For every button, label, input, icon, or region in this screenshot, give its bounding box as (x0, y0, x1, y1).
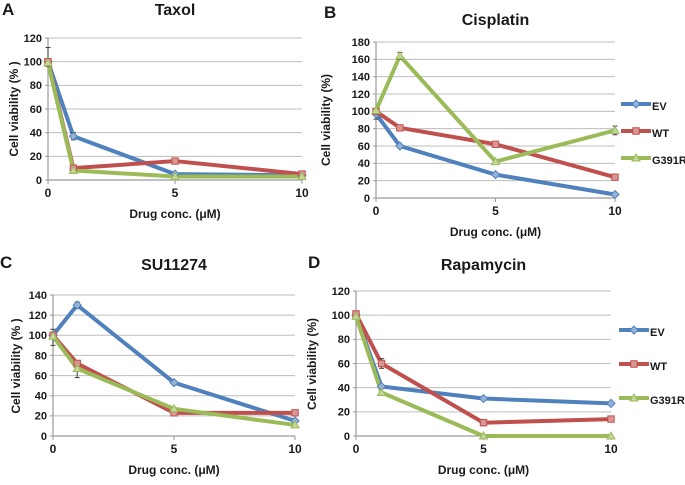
x-axis-label: Drug conc. (μM) (129, 207, 221, 221)
svg-text:5: 5 (480, 442, 487, 456)
svg-text:0: 0 (373, 204, 380, 218)
chart-title-cisplatin: Cisplatin (461, 12, 530, 29)
legend-item-wt: WT (620, 124, 685, 143)
svg-text:0: 0 (36, 175, 42, 187)
panel-label-c: C (0, 253, 13, 272)
legend-marker-g391r-icon (620, 151, 652, 170)
legend-item-wt: WT (618, 357, 685, 376)
legend-label-wt: WT (650, 360, 668, 373)
svg-text:20: 20 (338, 407, 350, 419)
svg-text:120: 120 (24, 33, 42, 45)
legend-item-g391r: G391R (618, 391, 685, 410)
legend-marker-wt-icon (618, 357, 650, 376)
legend: EV WT G391R (618, 323, 685, 425)
legend-label-ev: EV (652, 100, 667, 113)
svg-text:80: 80 (358, 124, 370, 136)
x-axis-label: Drug conc. (μM) (437, 463, 530, 477)
chart-title-rapamycin: Rapamycin (440, 257, 527, 274)
panel-label-d: D (308, 253, 321, 272)
svg-text:120: 120 (332, 286, 350, 298)
plot-area-taxol: 0 20 40 60 80 100 120 0 5 10 (24, 33, 309, 200)
chart-title-su11274: SU11274 (141, 257, 207, 274)
svg-text:0: 0 (41, 431, 47, 443)
x-axis-label: Drug conc. (μM) (449, 225, 542, 239)
legend-label-ev: EV (650, 326, 665, 339)
svg-text:100: 100 (352, 106, 370, 118)
panel-cisplatin: B Cisplatin Cell viability (%) Drug conc… (318, 0, 685, 243)
plot-area-rapamycin: 0 20 40 60 80 100 120 0 5 10 (332, 286, 618, 456)
y-axis-label: Cell viability (%) (305, 317, 319, 410)
svg-text:0: 0 (353, 442, 360, 456)
svg-text:20: 20 (30, 151, 42, 163)
panel-su11274: C SU11274 Cell viability (% ) Drug conc.… (0, 243, 318, 485)
svg-text:180: 180 (352, 37, 370, 49)
legend-item-ev: EV (620, 97, 685, 116)
svg-text:5: 5 (492, 204, 499, 218)
svg-text:40: 40 (358, 158, 370, 170)
legend-label-g391r: G391R (652, 154, 685, 167)
svg-text:60: 60 (358, 141, 370, 153)
legend-item-g391r: G391R (620, 151, 685, 170)
svg-text:0: 0 (344, 431, 350, 443)
svg-text:60: 60 (30, 104, 42, 116)
chart-title-taxol: Taxol (154, 2, 196, 19)
plot-area-cisplatin: 0 20 40 60 80 100 120 140 160 180 0 5 10 (352, 37, 622, 218)
panel-taxol: A Taxol Cell viability (% ) Drug conc. (… (0, 0, 318, 243)
svg-text:100: 100 (24, 57, 42, 69)
svg-text:60: 60 (35, 370, 47, 382)
svg-text:0: 0 (50, 442, 57, 456)
legend-label-wt: WT (652, 127, 670, 140)
legend-item-ev: EV (618, 323, 685, 342)
legend-marker-wt-icon (620, 124, 652, 143)
svg-text:10: 10 (608, 204, 622, 218)
svg-text:160: 160 (352, 54, 370, 66)
legend-marker-g391r-icon (618, 391, 650, 410)
svg-text:0: 0 (364, 193, 370, 205)
panel-label-b: B (324, 3, 337, 22)
svg-text:20: 20 (35, 411, 47, 423)
svg-text:140: 140 (29, 290, 47, 302)
svg-text:100: 100 (332, 310, 350, 322)
svg-text:40: 40 (338, 383, 350, 395)
x-axis-label: Drug conc. (μM) (128, 463, 220, 477)
svg-text:20: 20 (358, 176, 370, 188)
svg-text:10: 10 (295, 186, 309, 200)
svg-text:120: 120 (352, 89, 370, 101)
panel-label-a: A (2, 0, 15, 19)
svg-text:80: 80 (338, 334, 350, 346)
svg-text:120: 120 (29, 310, 47, 322)
svg-text:0: 0 (45, 186, 52, 200)
svg-text:40: 40 (35, 391, 47, 403)
svg-text:140: 140 (352, 72, 370, 84)
svg-text:10: 10 (604, 442, 618, 456)
svg-text:40: 40 (30, 128, 42, 140)
svg-text:80: 80 (30, 80, 42, 92)
panel-rapamycin: D Rapamycin Cell viability (%) Drug conc… (305, 243, 685, 485)
legend-marker-ev-icon (618, 323, 650, 342)
legend-marker-ev-icon (620, 97, 652, 116)
svg-text:80: 80 (35, 350, 47, 362)
svg-text:60: 60 (338, 358, 350, 370)
plot-area-su11274: 0 20 40 60 80 100 120 140 0 5 10 (29, 290, 302, 456)
svg-text:5: 5 (172, 186, 179, 200)
legend: EV WT G391R (620, 97, 685, 178)
svg-text:10: 10 (288, 442, 302, 456)
legend-label-g391r: G391R (650, 394, 685, 407)
svg-text:100: 100 (29, 330, 47, 342)
svg-text:5: 5 (171, 442, 178, 456)
